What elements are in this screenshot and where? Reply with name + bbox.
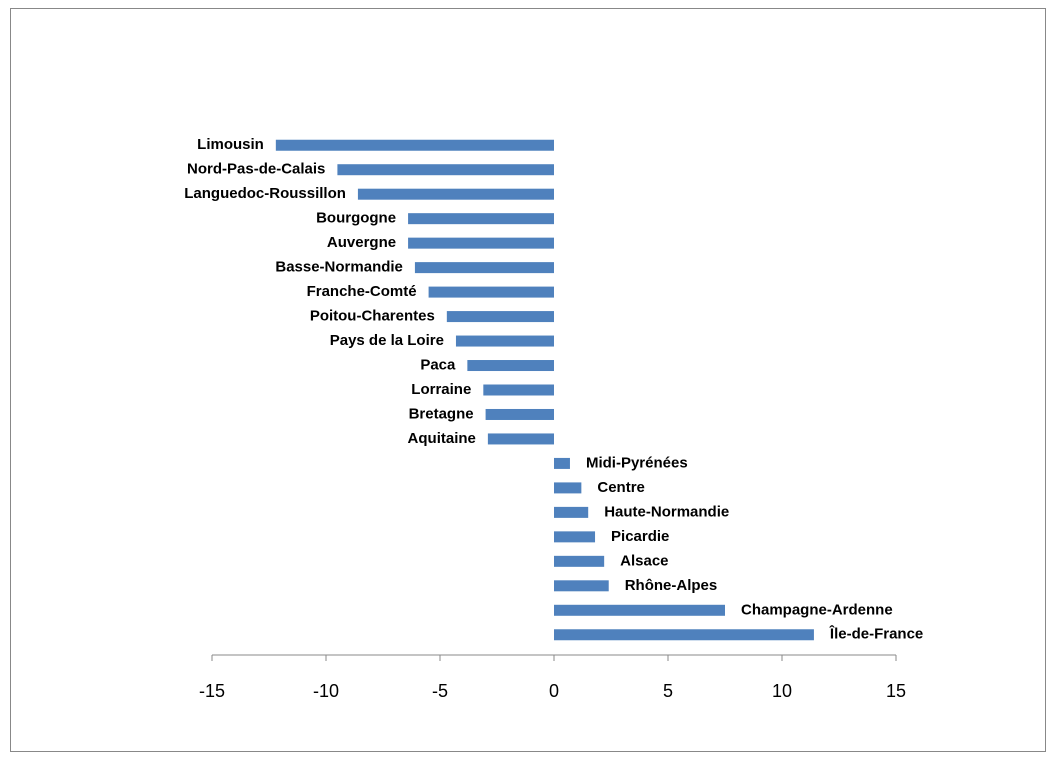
bar — [275, 139, 554, 151]
bar — [554, 506, 589, 518]
category-label: Auvergne — [327, 234, 396, 251]
x-tick-label: 0 — [549, 681, 559, 701]
x-tick-label: -15 — [199, 681, 225, 701]
bar — [487, 433, 554, 445]
bar — [357, 188, 554, 200]
bar — [414, 262, 554, 274]
bar — [337, 164, 554, 176]
bar — [455, 335, 554, 347]
bar — [554, 580, 609, 592]
bar — [446, 311, 554, 323]
category-label: Champagne-Ardenne — [741, 601, 893, 618]
bar — [483, 384, 554, 396]
category-label: Bourgogne — [316, 210, 396, 227]
category-label: Alsace — [620, 552, 668, 569]
bar — [554, 555, 605, 567]
category-label: Franche-Comté — [307, 283, 417, 300]
x-tick-label: 5 — [663, 681, 673, 701]
x-tick-label: 10 — [772, 681, 792, 701]
category-label: Aquitaine — [408, 430, 476, 447]
bar — [485, 408, 554, 420]
x-tick-label: 15 — [886, 681, 906, 701]
category-label: Lorraine — [411, 381, 471, 398]
category-label: Nord-Pas-de-Calais — [187, 161, 325, 178]
bar — [428, 286, 554, 298]
bar — [467, 360, 554, 372]
bar — [554, 531, 596, 543]
category-label: Picardie — [611, 528, 669, 545]
category-label: Midi-Pyrénées — [586, 454, 688, 471]
category-label: Languedoc-Roussillon — [184, 185, 346, 202]
category-label: Paca — [420, 356, 456, 373]
category-label: Bretagne — [409, 405, 474, 422]
category-label: Île-de-France — [829, 625, 923, 643]
bar — [554, 629, 814, 641]
x-tick-label: -10 — [313, 681, 339, 701]
category-label: Basse-Normandie — [275, 259, 403, 276]
category-label: Pays de la Loire — [330, 332, 444, 349]
category-label: Rhône-Alpes — [625, 577, 718, 594]
chart-frame — [10, 8, 1046, 752]
bar — [554, 604, 725, 616]
bar — [554, 457, 570, 469]
category-label: Haute-Normandie — [604, 503, 729, 520]
category-label: Poitou-Charentes — [310, 308, 435, 325]
bar — [408, 213, 554, 225]
x-tick-label: -5 — [432, 681, 448, 701]
bar — [408, 237, 554, 249]
bar — [554, 482, 582, 494]
category-label: Centre — [597, 479, 645, 496]
category-label: Limousin — [197, 136, 264, 153]
